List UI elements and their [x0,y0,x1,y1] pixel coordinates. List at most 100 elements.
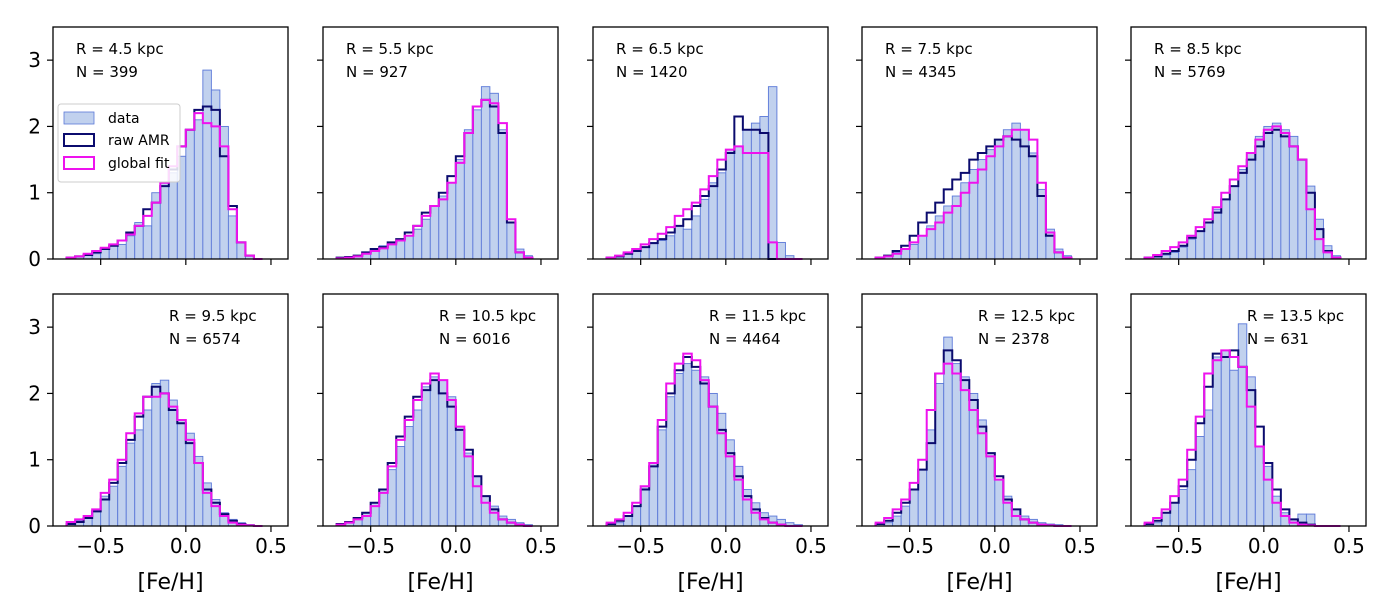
data-bar [125,235,136,260]
panel-8: −0.5 0.0 0.5 [Fe/H] R = 11.5 kpc N = 4464 [587,293,829,595]
data-bar [1203,222,1214,260]
data-bar [640,246,650,260]
data-bar [708,182,718,260]
count-annotation: N = 399 [76,63,138,81]
global-fit-step-line [1143,349,1341,527]
data-bar [657,239,667,260]
data-bar [767,86,778,260]
axes-frame [52,293,289,527]
x-tick-label: −0.5 [1154,534,1203,558]
data-bar [1229,369,1239,527]
data-bar [1280,129,1290,260]
data-bar [185,432,195,527]
data-bar [446,396,457,527]
axes-frame [1130,26,1367,260]
data-bar [994,479,1004,527]
x-tick-label: 0.0 [440,534,472,558]
x-tick-label: 0.0 [979,534,1011,558]
axes-frame [322,293,559,527]
panel-5: R = 8.5 kpc N = 5769 [1125,26,1367,265]
data-bar [1220,198,1231,260]
axes-frame [592,26,829,260]
data-bar [134,429,144,527]
data-bar [227,215,238,260]
data-bar [1186,238,1197,260]
axes-frame [861,293,1098,527]
data-bar [108,485,119,527]
data-bar [395,238,406,260]
data-bar [497,129,508,260]
data-bar [1053,248,1064,260]
data-bar [733,145,744,260]
data-bar [977,419,987,527]
x-tick-label: −0.5 [616,534,665,558]
data-bar [750,502,761,527]
radius-annotation: R = 10.5 kpc [439,307,536,325]
data-bar [1011,508,1021,527]
data-bar [404,235,414,260]
count-annotation: N = 2378 [978,330,1050,348]
x-tick-label: 0.0 [170,534,202,558]
count-annotation: N = 4464 [709,330,781,348]
data-bar [395,446,406,527]
data-bar [1220,349,1231,527]
data-bar [1212,208,1222,260]
data-bar [1263,125,1273,260]
data-bar [1195,230,1205,260]
data-bar [489,92,499,260]
data-bar [108,245,119,260]
count-annotation: N = 6016 [439,330,511,348]
data-bar [100,495,110,527]
global-fit-step-line [874,362,1072,527]
x-axis-label: [Fe/H] [677,570,743,595]
data-bar [429,205,440,260]
data-bar [917,235,928,260]
data-bar [648,241,659,260]
axes-frame [861,26,1098,260]
data-bar [1271,495,1282,527]
radius-annotation: R = 4.5 kpc [76,40,164,58]
x-axis-label: [Fe/H] [946,570,1012,595]
panel-4: R = 7.5 kpc N = 4345 [856,26,1098,265]
data-bar [1280,512,1290,527]
data-bar [151,383,161,527]
radius-annotation: R = 13.5 kpc [1247,307,1344,325]
data-bar [193,119,204,260]
data-bar [1028,152,1038,260]
data-bar [674,373,684,527]
radius-annotation: R = 5.5 kpc [346,40,434,58]
legend-label-raw-amr: raw AMR [108,133,170,149]
data-bar [1019,129,1030,260]
data-bar [134,222,144,260]
raw-amr-step-line [874,135,1073,259]
count-annotation: N = 5769 [1154,63,1226,81]
data-bar [1263,465,1273,527]
data-bar [776,241,786,260]
x-axis-label: [Fe/H] [407,570,473,595]
data-bar [665,235,676,260]
data-bar [438,379,448,527]
radius-annotation: R = 6.5 kpc [616,40,704,58]
data-bar [480,495,491,527]
data-bar [159,182,170,260]
axes-frame [592,293,829,527]
data-bar [900,248,911,260]
data-bar [472,109,482,260]
data-bar [1019,515,1030,527]
x-tick-label: −0.5 [76,534,125,558]
x-tick-label: 0.5 [1333,534,1365,558]
data-bar [909,489,919,527]
x-tick-label: −0.5 [885,534,934,558]
panel-9: −0.5 0.0 0.5 [Fe/H] R = 12.5 kpc N = 2378 [856,293,1098,595]
data-bar [125,442,136,527]
legend-swatch-data [63,111,95,125]
data-bar [455,159,465,260]
data-bar [1002,129,1013,260]
global-fit-step-line [335,98,534,260]
data-bar [168,399,178,527]
data-bar [1036,188,1047,260]
data-bar [1169,251,1180,260]
data-bar [926,429,936,527]
raw-amr-step-line [1143,128,1342,259]
y-tick-label: 0 [28,514,41,538]
